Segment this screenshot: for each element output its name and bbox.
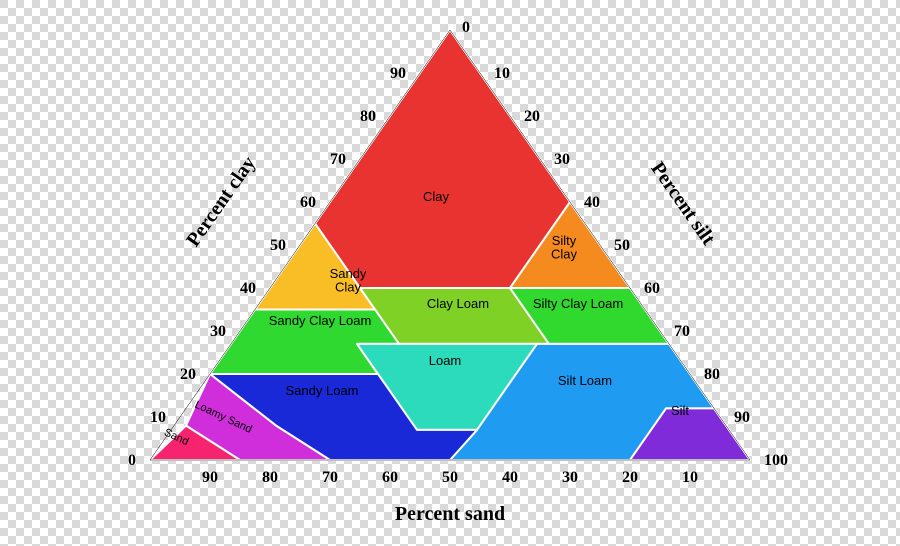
tick-clay-90: 90 <box>390 65 406 82</box>
tick-silt-70: 70 <box>674 323 690 340</box>
axis-title-sand: Percent sand <box>395 503 505 525</box>
tick-silt-90: 90 <box>734 409 750 426</box>
label-clay: Clay <box>423 189 450 204</box>
label-sandy-loam: Sandy Loam <box>286 383 359 398</box>
tick-silt-50: 50 <box>614 237 630 254</box>
tick-silt-20: 20 <box>524 108 540 125</box>
tick-silt-10: 10 <box>494 65 510 82</box>
tick-silt-0: 0 <box>462 19 470 36</box>
tick-sand-80: 80 <box>262 469 278 486</box>
tick-sand-60: 60 <box>382 469 398 486</box>
tick-clay-60: 60 <box>300 194 316 211</box>
label-clay-loam: Clay Loam <box>427 296 489 311</box>
label-silty-clay: SiltyClay <box>551 233 578 262</box>
tick-clay-0: 0 <box>128 452 136 469</box>
tick-clay-80: 80 <box>360 108 376 125</box>
tick-sand-40: 40 <box>502 469 518 486</box>
tick-silt-60: 60 <box>644 280 660 297</box>
label-silty-clay-loam: Silty Clay Loam <box>533 296 623 311</box>
label-silt: Silt <box>671 403 689 418</box>
tick-clay-10: 10 <box>150 409 166 426</box>
tick-sand-10: 10 <box>682 469 698 486</box>
tick-sand-70: 70 <box>322 469 338 486</box>
label-silt-loam: Silt Loam <box>558 373 612 388</box>
tick-sand-90: 90 <box>202 469 218 486</box>
tick-clay-30: 30 <box>210 323 226 340</box>
soil-texture-ternary-diagram: ClaySiltyClaySandyClayClay LoamSilty Cla… <box>0 0 900 546</box>
tick-clay-20: 20 <box>180 366 196 383</box>
tick-sand-30: 30 <box>562 469 578 486</box>
tick-clay-70: 70 <box>330 151 346 168</box>
tick-silt-40: 40 <box>584 194 600 211</box>
tick-silt-100: 100 <box>764 452 788 469</box>
tick-clay-50: 50 <box>270 237 286 254</box>
tick-sand-50: 50 <box>442 469 458 486</box>
label-sandy-clay-loam: Sandy Clay Loam <box>269 313 372 328</box>
tick-clay-40: 40 <box>240 280 256 297</box>
label-loam: Loam <box>429 353 462 368</box>
tick-silt-80: 80 <box>704 366 720 383</box>
tick-sand-20: 20 <box>622 469 638 486</box>
tick-silt-30: 30 <box>554 151 570 168</box>
